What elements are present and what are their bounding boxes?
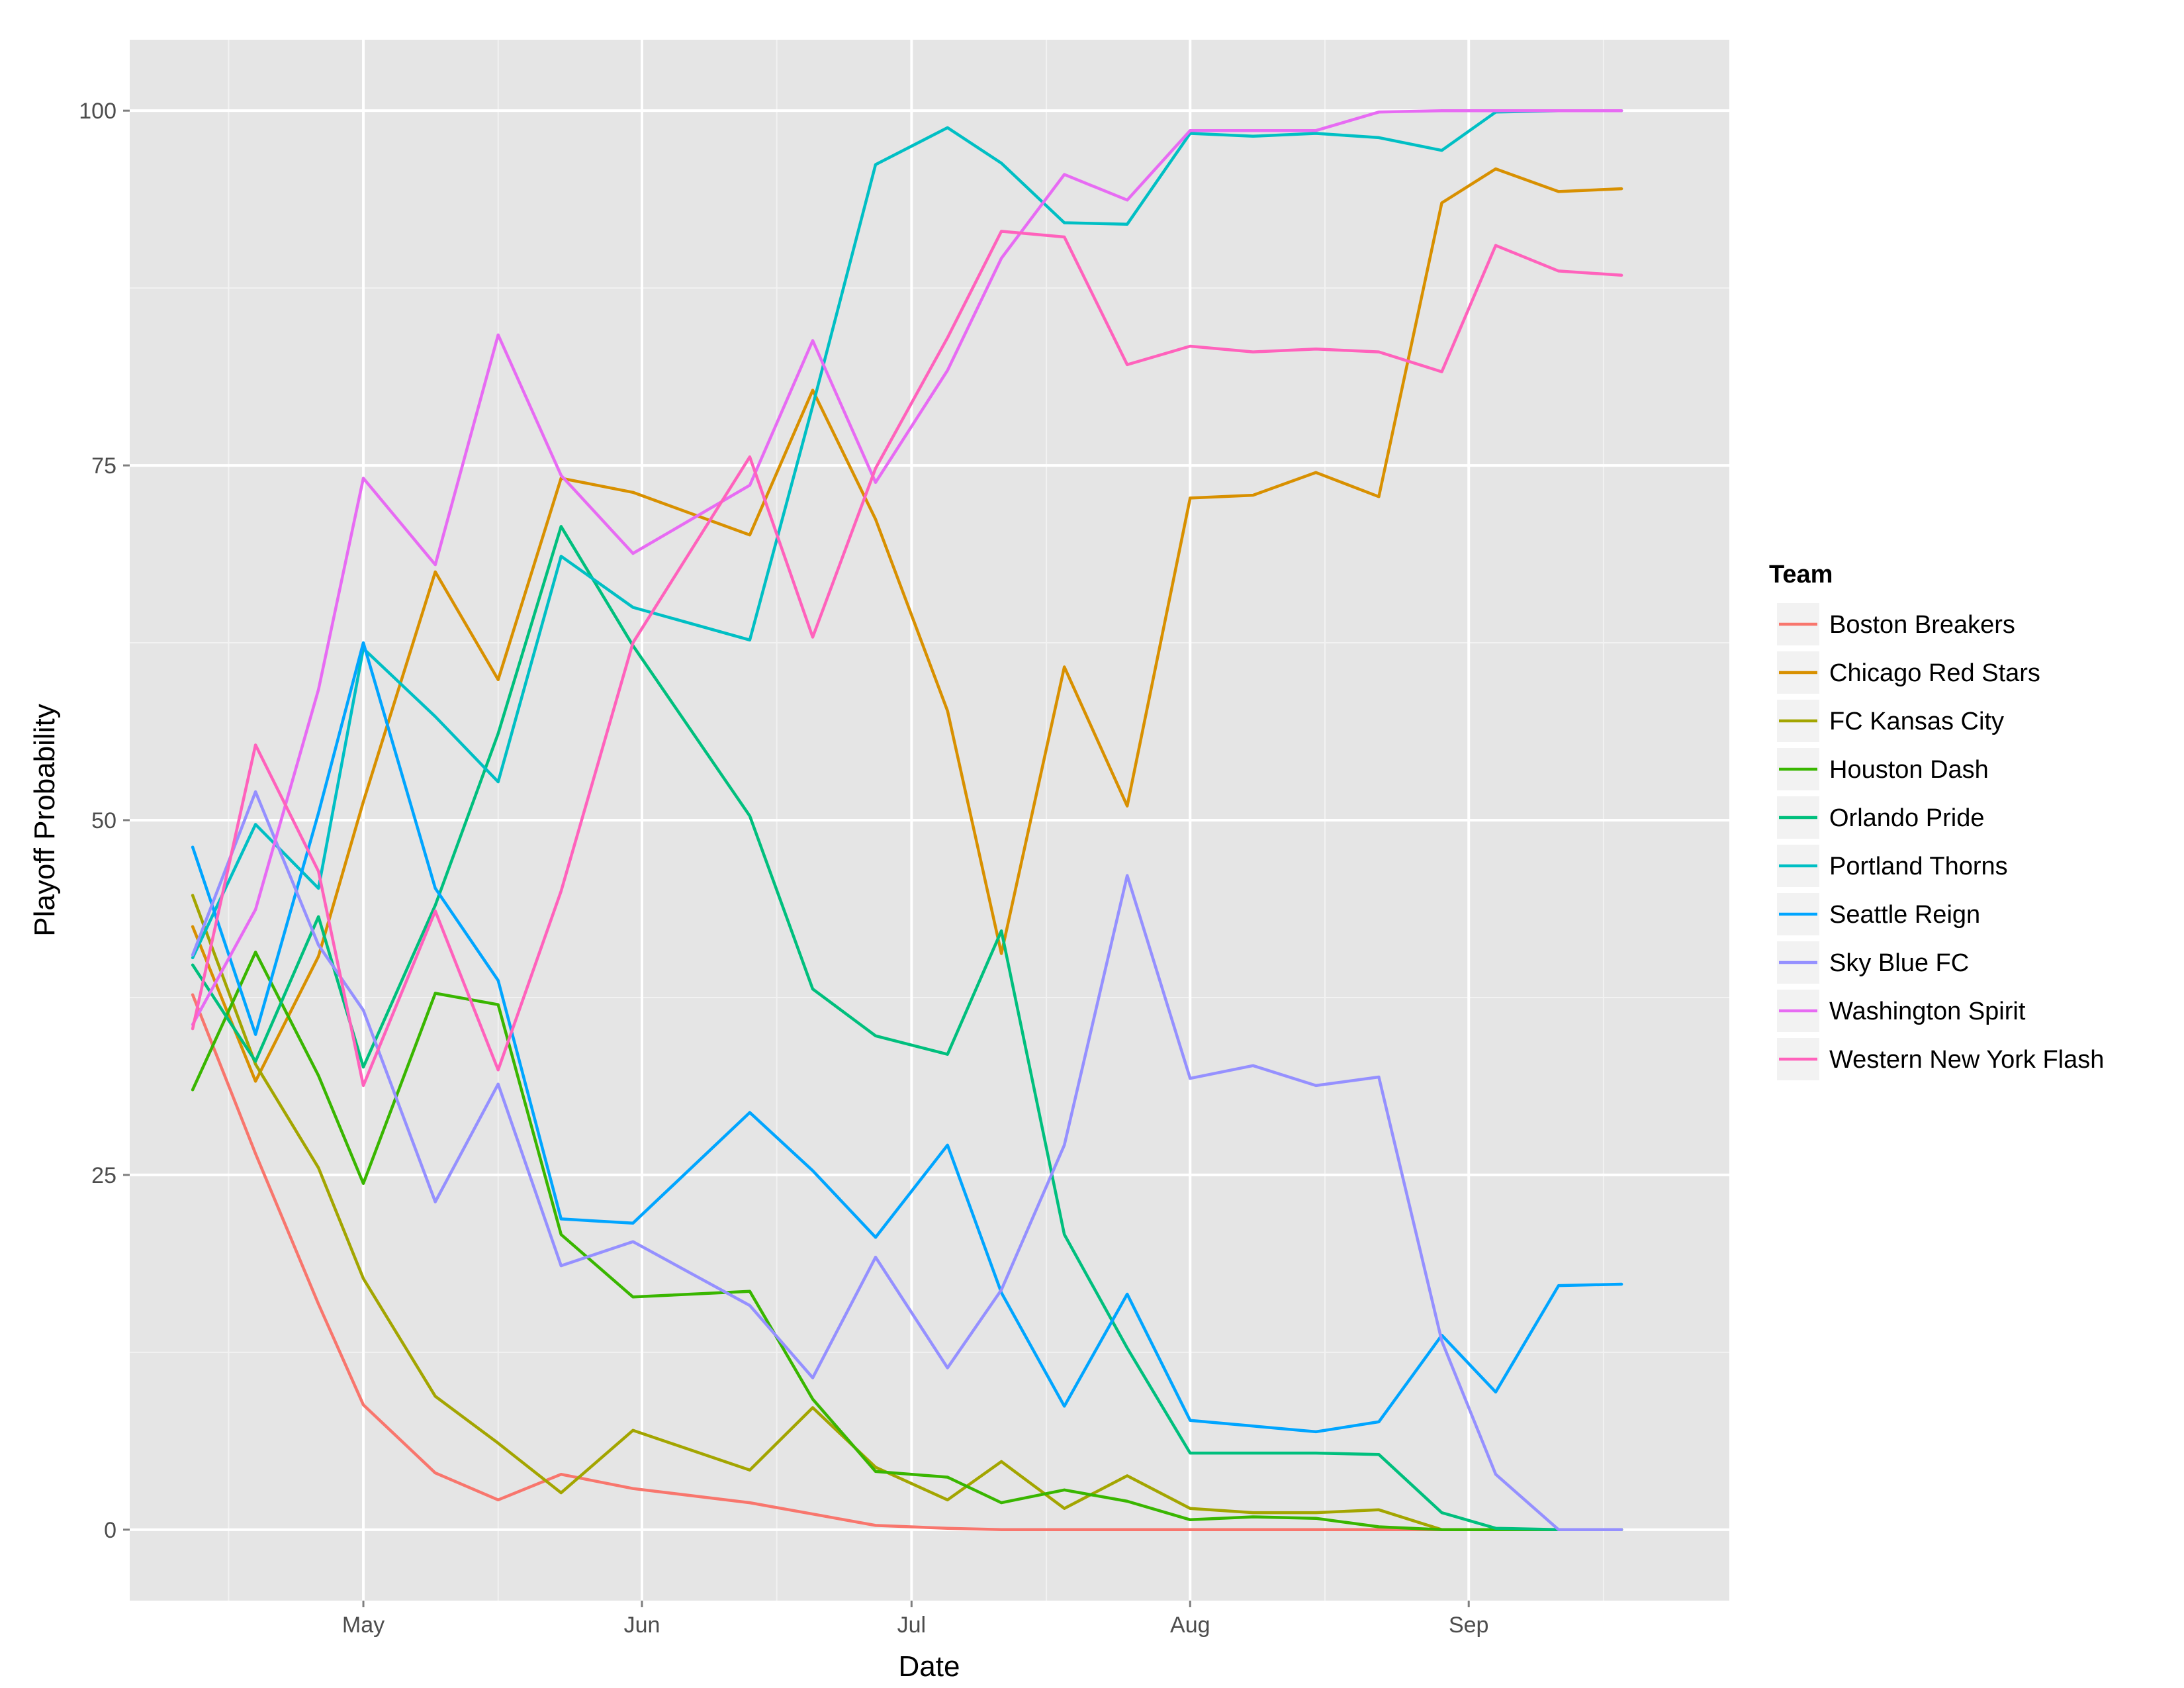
legend-label: Boston Breakers bbox=[1829, 611, 2015, 639]
series-line-fc-kansas-city bbox=[191, 894, 1623, 1532]
x-axis-title: Date bbox=[899, 1650, 960, 1683]
x-tick-label: Jun bbox=[624, 1613, 660, 1638]
series-line-western-new-york-flash bbox=[191, 230, 1623, 1088]
series-line-boston-breakers bbox=[191, 993, 1623, 1532]
series-line-portland-thorns bbox=[191, 109, 1623, 960]
legend-title: Team bbox=[1769, 561, 1833, 588]
y-tick-label: 0 bbox=[104, 1518, 116, 1543]
y-tick-label: 25 bbox=[91, 1163, 116, 1188]
y-tick-label: 75 bbox=[91, 453, 116, 479]
x-tick-label: Jul bbox=[897, 1613, 926, 1638]
x-tick-label: Sep bbox=[1449, 1613, 1489, 1638]
legend-label: Chicago Red Stars bbox=[1829, 659, 2040, 687]
series-line-orlando-pride bbox=[191, 525, 1623, 1532]
series-line-sky-blue-fc bbox=[191, 790, 1623, 1532]
series-line-washington-spirit bbox=[191, 109, 1623, 1026]
legend-label: Western New York Flash bbox=[1829, 1046, 2104, 1074]
x-axis: May Jun Jul Aug Sep bbox=[342, 1601, 1489, 1638]
legend-label: Seattle Reign bbox=[1829, 901, 1980, 929]
legend-label: Portland Thorns bbox=[1829, 853, 2008, 880]
legend-label: Washington Spirit bbox=[1829, 998, 2026, 1025]
series-line-houston-dash bbox=[191, 951, 1623, 1532]
x-tick-label: Aug bbox=[1170, 1613, 1210, 1638]
legend-label: Sky Blue FC bbox=[1829, 949, 1969, 977]
series-lines bbox=[191, 109, 1623, 1532]
y-axis: 0 25 50 75 100 bbox=[79, 99, 130, 1543]
legend: Team Boston Breakers Chicago Red Stars FC … bbox=[1769, 561, 2104, 1082]
legend-label: Orlando Pride bbox=[1829, 804, 1984, 832]
series-line-chicago-red-stars bbox=[191, 167, 1623, 1083]
legend-label: Houston Dash bbox=[1829, 756, 1989, 784]
y-tick-label: 50 bbox=[91, 808, 116, 833]
series-line-seattle-reign bbox=[191, 641, 1623, 1434]
x-tick-label: May bbox=[342, 1613, 385, 1638]
legend-label: FC Kansas City bbox=[1829, 708, 2004, 735]
y-axis-title: Playoff Probability bbox=[28, 704, 61, 936]
y-tick-label: 100 bbox=[79, 99, 116, 124]
